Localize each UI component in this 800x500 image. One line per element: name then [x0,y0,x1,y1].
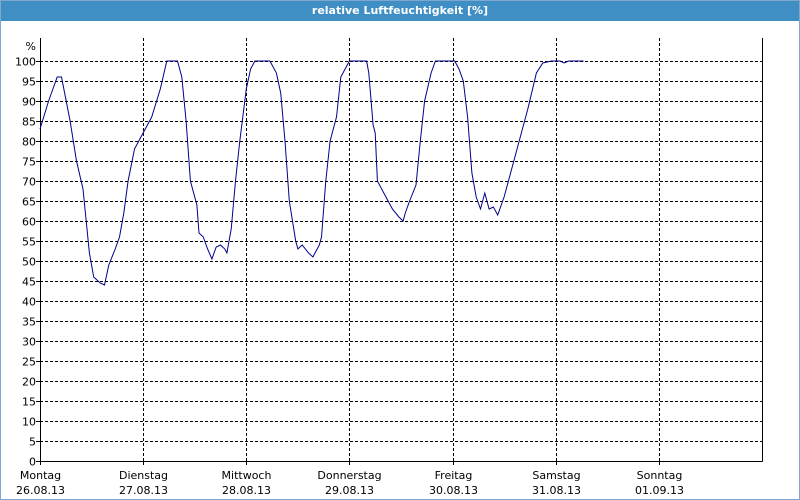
x-tick-labels: Montag 26.08.13 Dienstag 27.08.13 Mittwoch 28… [16,469,684,497]
y-tick-label: 95 [22,76,36,89]
x-tick-label-date: 31.08.13 [532,484,581,497]
y-axis-unit-label: % [26,40,36,53]
x-tick-label-date: 01.09.13 [635,484,684,497]
y-tick-label: 80 [22,136,36,149]
x-tick-label-date: 29.08.13 [325,484,374,497]
x-tick-label-day: Montag [20,469,61,482]
y-tick-label: 70 [22,176,36,189]
x-tick-label-day: Freitag [435,469,473,482]
y-tick-label: 0 [29,456,36,469]
y-tick-label: 85 [22,116,36,129]
x-tick-label-date: 27.08.13 [119,484,168,497]
y-tick-label: 75 [22,156,36,169]
y-tick-label: 55 [22,236,36,249]
y-tick-label: 30 [22,336,36,349]
humidity-series-line [39,60,584,286]
y-tick-label: 50 [22,256,36,269]
y-tick-label: 40 [22,296,36,309]
x-tick-label-day: Donnerstag [317,469,381,482]
x-tick-label-date: 30.08.13 [429,484,478,497]
x-tick-label-day: Sonntag [637,469,683,482]
y-tick-label: 10 [22,416,36,429]
y-tick-labels: 0 5 10 15 20 25 30 35 40 45 50 55 60 65 70 75 80 85 90 95 10… [15,56,36,469]
y-tick-label: 20 [22,376,36,389]
x-tick-label-day: Mittwoch [222,469,272,482]
y-tick-label: 5 [29,436,36,449]
series-layer [39,60,584,286]
x-tick-label-day: Samstag [532,469,580,482]
y-tick-label: 45 [22,276,36,289]
y-tick-label: 25 [22,356,36,369]
chart-title: relative Luftfeuchtigkeit [%] [1,1,799,21]
x-tick-label-date: 28.08.13 [222,484,271,497]
y-tick-label: 65 [22,196,36,209]
x-tick-label-date: 26.08.13 [16,484,65,497]
y-tick-label: 15 [22,396,36,409]
x-tick-label-day: Dienstag [119,469,168,482]
y-tick-label: 100 [15,56,36,69]
y-tick-label: 90 [22,96,36,109]
axes: % [26,38,763,465]
y-tick-label: 60 [22,216,36,229]
grid [40,38,762,461]
y-tick-label: 35 [22,316,36,329]
